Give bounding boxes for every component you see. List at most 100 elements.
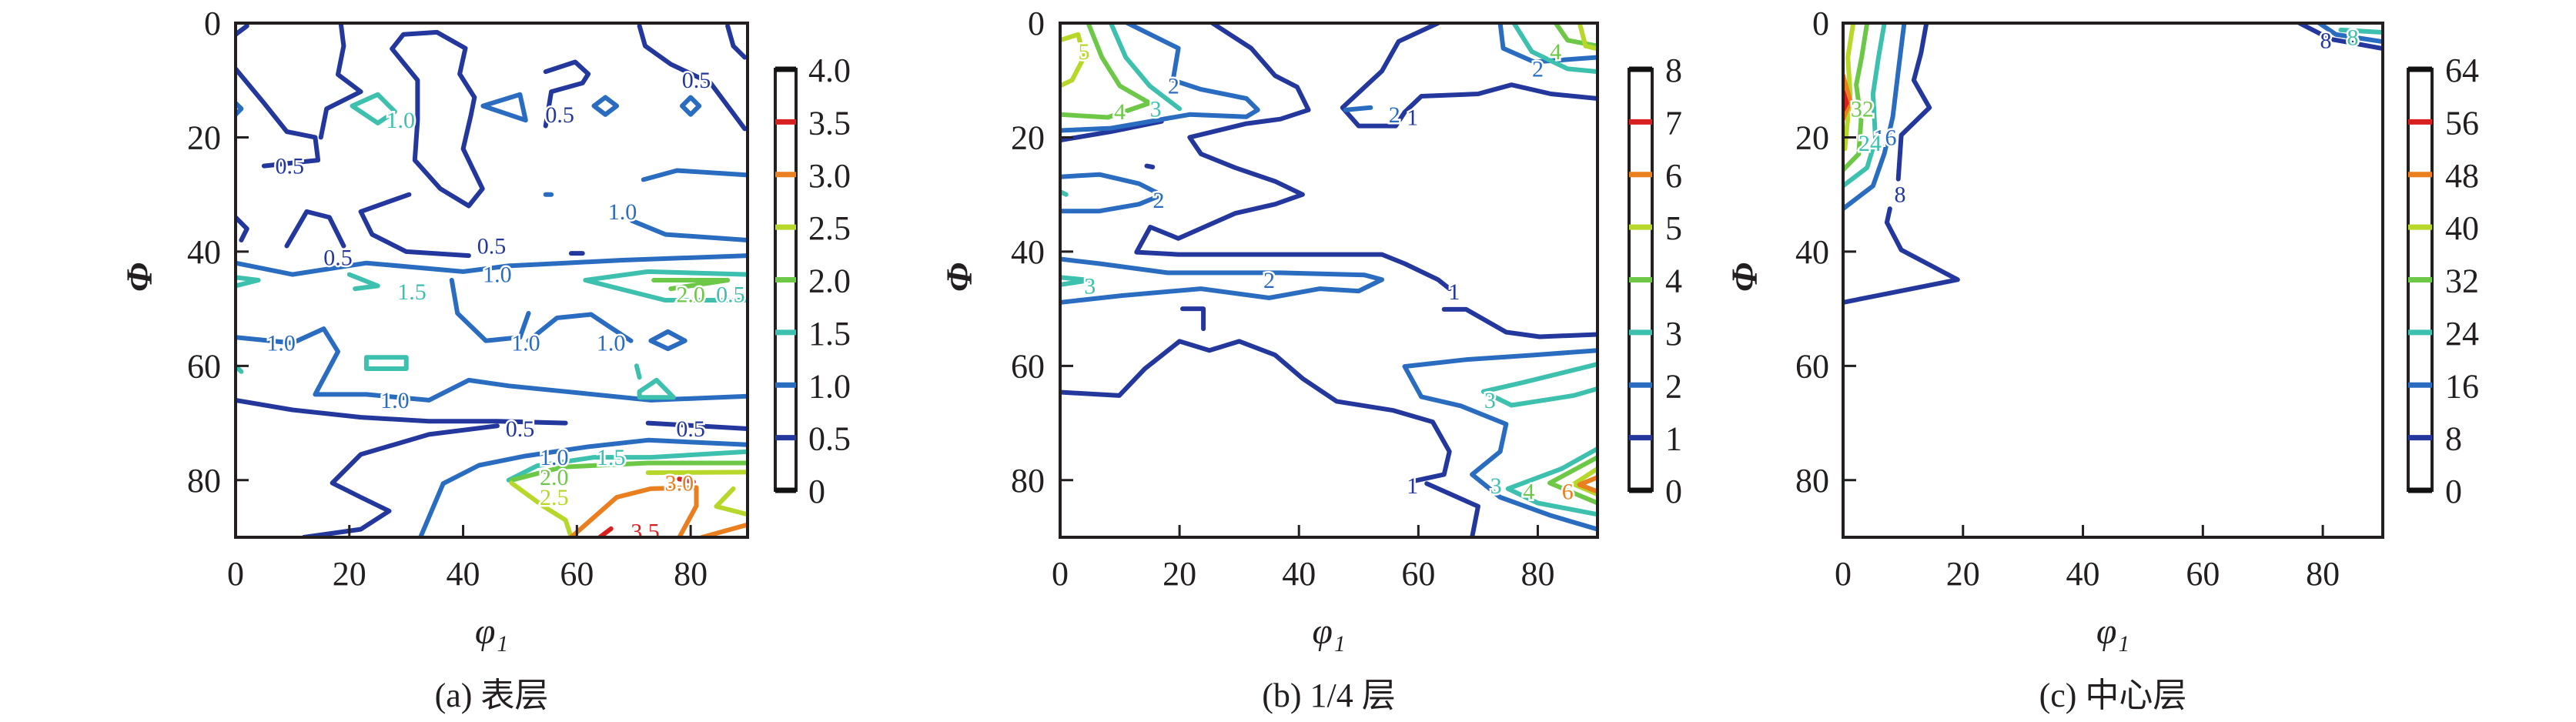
y-tick-label: 40: [1795, 233, 1829, 271]
contour-line-level-1: [1144, 163, 1156, 169]
contour-line-level-16: [1843, 23, 1907, 212]
contour-line-level-16: [2317, 23, 2383, 44]
contour-line-level-8: [1895, 23, 1932, 182]
contour-label: 1.0: [483, 262, 512, 288]
contour-label: 2: [1168, 74, 1179, 99]
contour-line-level-3: [1480, 362, 1597, 408]
contour-line-level-3: [1060, 275, 1092, 287]
contour-label: 3: [1490, 473, 1502, 499]
contour-line-level-0_5: [358, 192, 471, 259]
contour-line-level-3_5: [677, 476, 696, 484]
contour-label: 1: [1407, 105, 1418, 130]
x-tick-label: 20: [1946, 555, 1980, 593]
contour-label: 0.5: [716, 282, 745, 308]
colorbar-tick-label: 2: [1665, 367, 1682, 405]
contour-line-level-1: [526, 312, 634, 343]
contour-label: 0.5: [682, 68, 711, 93]
contour-label: 8: [2347, 25, 2359, 51]
subfigure-caption: (c) 中心层: [2039, 677, 2187, 714]
colorbar-tick-label: 1.0: [808, 367, 851, 405]
contour-line-level-2: [509, 460, 748, 483]
contour-line-level-1: [1060, 339, 1452, 484]
x-tick-label: 0: [1052, 555, 1069, 593]
contour-label: 1.0: [540, 445, 569, 470]
colorbar-tick-label: 2.0: [808, 262, 851, 300]
subfigure-caption: (b) 1/4 层: [1262, 677, 1396, 714]
contour-label: 3.0: [665, 470, 694, 496]
contour-line-level-1_5: [346, 272, 380, 292]
colorbar-tick-label: 0: [2445, 473, 2462, 510]
colorbar-tick-label: 24: [2445, 315, 2479, 353]
contour-lines: 1.00.50.50.51.00.50.51.01.5 2.0 0.51.0 1.0 1…: [236, 23, 748, 537]
contour-line-level-6: [1577, 475, 1597, 494]
contour-line-level-4: [1060, 23, 1153, 120]
contour-line-level-0_5: [637, 23, 748, 132]
contour-line-level-1: [1134, 23, 1452, 292]
contour-line-level-1_5: [350, 92, 397, 125]
contour-label: 1.5: [597, 445, 626, 470]
colorbar-tick-label: 1.5: [808, 315, 851, 353]
x-axis-label: φ₁: [1312, 611, 1345, 652]
contour-line-level-2_5: [645, 470, 748, 476]
contour-line-level-1: [1424, 481, 1480, 537]
x-tick-label: 60: [1401, 555, 1435, 593]
contour-line-level-1_5: [637, 377, 676, 400]
contour-line-level-0_5: [236, 23, 249, 37]
contour-line-level-1_5: [583, 269, 748, 282]
contour-label: 1.0: [608, 199, 637, 225]
contour-line-level-32: [1843, 23, 1870, 172]
contour-line-level-0_5: [301, 423, 500, 537]
contour-label: 4: [1550, 39, 1561, 65]
contour-label: 3: [1484, 388, 1496, 413]
colorbar-tick-label: 5: [1665, 209, 1682, 247]
contour-line-level-1_5: [634, 363, 642, 380]
contour-line-level-3: [1505, 446, 1597, 517]
contour-label: 8: [1894, 182, 1905, 208]
contour-line-level-2: [1343, 105, 1373, 112]
contour-line-level-4: [1547, 455, 1597, 506]
colorbar-tick-label: 56: [2445, 104, 2479, 142]
x-tick-label: 20: [333, 555, 366, 593]
contour-line-level-2: [1060, 23, 1260, 133]
contour-label: 2.0: [540, 465, 569, 490]
contour-label: 3: [1084, 273, 1096, 299]
contour-line-level-1: [1180, 306, 1206, 332]
colorbar-tick-label: 16: [2445, 367, 2479, 405]
y-tick-label: 0: [204, 5, 221, 42]
contour-line-level-2: [1402, 348, 1597, 532]
contour-line-level-1: [648, 329, 687, 352]
colorbar-tick-label: 4: [1665, 262, 1682, 300]
contour-label: 1.0: [386, 108, 416, 133]
contour-line-level-3: [568, 485, 699, 537]
contour-line-level-2: [1497, 23, 1597, 65]
y-tick-label: 60: [187, 347, 221, 385]
contour-line-level-0_5: [236, 397, 568, 426]
contour-label: 1.5: [397, 279, 427, 305]
y-axis-label: Φ: [939, 262, 980, 292]
x-tick-label: 60: [2186, 555, 2220, 593]
contour-line-level-1: [480, 92, 528, 123]
contour-line-level-40: [1843, 23, 1856, 152]
contour-line-level-3: [699, 522, 748, 537]
contour-label: 4: [1114, 99, 1126, 125]
contour-line-level-0_5: [236, 66, 321, 169]
contour-line-level-2_5: [714, 486, 748, 517]
contour-label: 1.0: [511, 331, 540, 356]
x-tick-label: 40: [447, 555, 480, 593]
plot-frame: [1059, 22, 1599, 539]
contour-line-level-0_5: [725, 23, 748, 60]
plot-area: [1060, 23, 1597, 537]
plot-frame: [1842, 22, 2384, 539]
plot-frame: [234, 22, 749, 539]
colorbar-tick-label: 7: [1665, 104, 1682, 142]
subfigure-caption: (a) 表层: [435, 677, 549, 714]
contour-line-level-1: [1060, 119, 1164, 143]
contour-label: 3: [1150, 96, 1162, 122]
contour-line-level-8: [2297, 23, 2383, 51]
contour-line-level-5: [1060, 32, 1086, 89]
contour-label: 2: [1532, 56, 1544, 82]
contour-label: 0.5: [477, 233, 507, 259]
contour-label: 2: [1389, 102, 1400, 128]
colorbar-tick-label: 0: [1665, 473, 1682, 510]
